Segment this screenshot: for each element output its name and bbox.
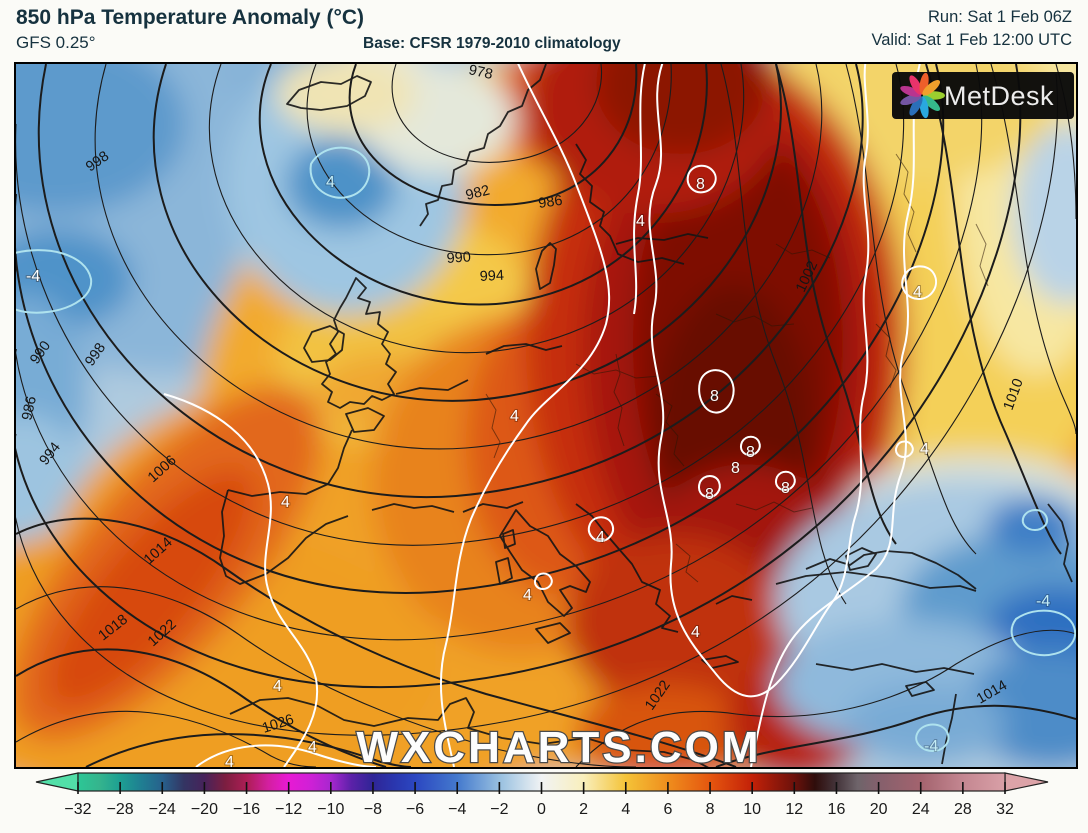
scale-tick-label: −28 [107, 801, 134, 818]
anomaly-label: 4 [308, 739, 317, 756]
scale-tick-label: −32 [64, 801, 91, 818]
scale-tick-label: −10 [317, 801, 344, 818]
scale-tick-label: −24 [149, 801, 176, 818]
scale-tick-label: 12 [785, 801, 803, 818]
anomaly-label: 8 [696, 176, 705, 193]
isobar-label: 986 [537, 193, 563, 212]
scale-tick-label: −6 [406, 801, 424, 818]
anomaly-label: 8 [705, 486, 714, 503]
map-frame: 998 978 982 986 990 994 1002 1010 990 99… [14, 62, 1078, 769]
anomaly-label: 8 [710, 388, 719, 405]
anomaly-label: 4 [326, 174, 335, 191]
anomaly-label: 4 [913, 284, 922, 301]
anomaly-label: 8 [746, 444, 755, 461]
scale-tick-label: 28 [954, 801, 972, 818]
scale-tick-label: 16 [828, 801, 846, 818]
scale-tick-label: 8 [706, 801, 715, 818]
isobar-label: 982 [464, 183, 491, 204]
scale-tick-label: 6 [663, 801, 672, 818]
anomaly-label: 4 [596, 529, 605, 546]
anomaly-label: -4 [26, 268, 40, 285]
valid-time-label: Valid: Sat 1 Feb 12:00 UTC [871, 31, 1072, 49]
anomaly-label: 4 [636, 213, 645, 230]
scale-tick-label: 10 [743, 801, 761, 818]
anomaly-label: 4 [273, 678, 282, 695]
model-label: GFS 0.25° [16, 33, 96, 52]
anomaly-color-field [16, 64, 1076, 767]
climatology-base-label: Base: CFSR 1979-2010 climatology [363, 35, 621, 52]
anomaly-label: -4 [924, 738, 938, 755]
scale-tick-label: −4 [448, 801, 466, 818]
anomaly-label: 8 [731, 460, 740, 477]
anomaly-label: 4 [281, 494, 290, 511]
anomaly-contour-labels: 4 -4 4 8 8 8 8 8 8 4 4 4 4 4 4 4 4 4 4 -… [25, 173, 1051, 767]
isobar-label: 994 [479, 268, 504, 285]
metdesk-pinwheel-icon [900, 72, 945, 119]
anomaly-label: 4 [225, 754, 234, 767]
negative-anomaly-contours [16, 146, 1076, 753]
anomaly-label: 4 [691, 624, 700, 641]
color-scale: −32 −28 −24 −20 −16 −12 −10 −8 −6 −4 −2 0 2 4 6 8 10 12 16… [35, 772, 1049, 818]
scale-right-arrow [1004, 772, 1049, 792]
scale-tick-label: 4 [621, 801, 630, 818]
scale-tick-label: −12 [275, 801, 302, 818]
scale-tick-label: 0 [537, 801, 546, 818]
scale-tick-label: 20 [870, 801, 888, 818]
country-borders [485, 153, 989, 583]
anomaly-label: 8 [781, 480, 790, 497]
page-title: 850 hPa Temperature Anomaly (°C) [16, 6, 364, 29]
scale-tick-label: −16 [233, 801, 260, 818]
isobar-label: 986 [19, 395, 40, 422]
isobars [16, 64, 1076, 767]
anomaly-contours [163, 64, 938, 767]
scale-ticks [77, 782, 1006, 794]
scale-tick-label: −20 [191, 801, 218, 818]
isobar-label: 990 [446, 249, 471, 267]
anomaly-label: 4 [523, 587, 532, 604]
anomaly-label: 4 [510, 408, 519, 425]
anomaly-label: 4 [920, 441, 929, 458]
anomaly-map: 998 978 982 986 990 994 1002 1010 990 99… [16, 64, 1076, 767]
scale-left-arrow [35, 772, 79, 792]
anomaly-label: -4 [1036, 593, 1050, 610]
scale-tick-label: 32 [996, 801, 1014, 818]
scale-tick-label: −2 [490, 801, 508, 818]
metdesk-logo: MetDesk [892, 72, 1074, 119]
run-time-label: Run: Sat 1 Feb 06Z [928, 8, 1072, 26]
scale-tick-label: 24 [912, 801, 930, 818]
scale-tick-label: 2 [579, 801, 588, 818]
metdesk-logo-text: MetDesk [944, 81, 1054, 111]
isobar-label: 978 [467, 64, 494, 83]
scale-tick-labels: −32 −28 −24 −20 −16 −12 −10 −8 −6 −4 −2 0 2 4 6 8 10 12 16… [64, 801, 1014, 818]
coastlines [219, 64, 1073, 767]
scale-tick-label: −8 [364, 801, 382, 818]
watermark: WXCHARTS.COM [356, 723, 761, 767]
